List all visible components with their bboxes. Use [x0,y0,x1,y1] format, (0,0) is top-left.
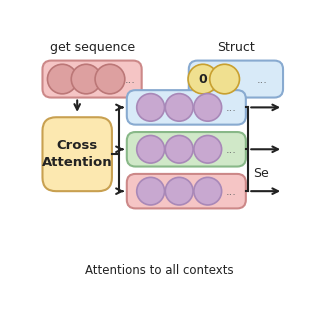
Circle shape [165,93,193,121]
FancyBboxPatch shape [189,60,283,98]
Text: ...: ... [226,187,237,197]
Circle shape [95,64,125,94]
Circle shape [137,93,164,121]
FancyBboxPatch shape [127,90,246,124]
FancyBboxPatch shape [43,117,112,191]
Circle shape [47,64,77,94]
FancyBboxPatch shape [43,60,142,98]
FancyBboxPatch shape [127,174,246,208]
Text: Se: Se [253,167,269,180]
Circle shape [71,64,101,94]
Circle shape [137,135,164,163]
Text: ...: ... [226,145,237,155]
Text: ...: ... [257,75,268,85]
Circle shape [165,135,193,163]
Text: get sequence: get sequence [50,41,135,54]
Text: 0: 0 [199,73,207,85]
Circle shape [165,177,193,205]
Text: Attentions to all contexts: Attentions to all contexts [85,264,233,277]
Circle shape [188,64,218,94]
Text: ...: ... [226,103,237,113]
Circle shape [210,64,239,94]
Circle shape [194,93,222,121]
Text: ...: ... [124,75,135,85]
Circle shape [194,177,222,205]
Circle shape [194,135,222,163]
Text: Cross
Attention: Cross Attention [42,139,113,169]
FancyBboxPatch shape [127,132,246,166]
Circle shape [137,177,164,205]
Text: Struct: Struct [217,41,255,54]
